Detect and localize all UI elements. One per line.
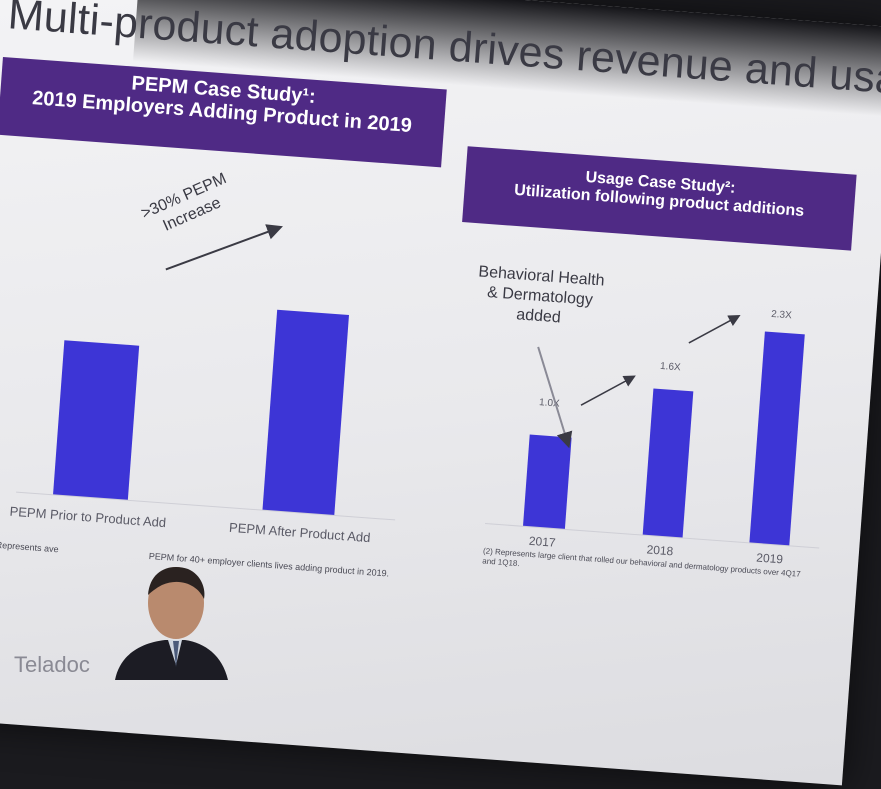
right-added-arrow — [537, 346, 573, 449]
right-label-2018: 1.6X — [659, 360, 681, 374]
right-xlabel-2019: 2019 — [755, 550, 784, 567]
right-label-2019: 2.3X — [770, 308, 793, 322]
right-bar-2019 — [749, 331, 805, 546]
right-bar-2018 — [642, 388, 694, 538]
right-banner: Usage Case Study²: Utilization following… — [462, 146, 857, 251]
right-xlabel-2017: 2017 — [528, 533, 557, 550]
left-xlabel-prior: PEPM Prior to Product Add — [9, 503, 167, 531]
right-xlabel-2018: 2018 — [646, 542, 674, 559]
right-growth-arrow-2 — [688, 315, 741, 344]
right-annotation: Behavioral Health & Dermatology added — [475, 262, 605, 331]
left-bar-prior — [53, 340, 140, 501]
left-annotation: >30% PEPM Increase — [138, 169, 238, 242]
right-footnote: (2) Represents large client that rolled … — [482, 546, 801, 579]
teladoc-logo: Teladoc — [14, 652, 90, 677]
left-xlabel-after: PEPM After Product Add — [228, 519, 371, 546]
speaker-silhouette — [115, 566, 228, 680]
left-bar-after — [262, 309, 350, 516]
right-growth-arrow-1 — [580, 375, 636, 406]
right-label-2017: 1.0X — [538, 397, 561, 410]
right-bar-2017 — [522, 434, 572, 530]
